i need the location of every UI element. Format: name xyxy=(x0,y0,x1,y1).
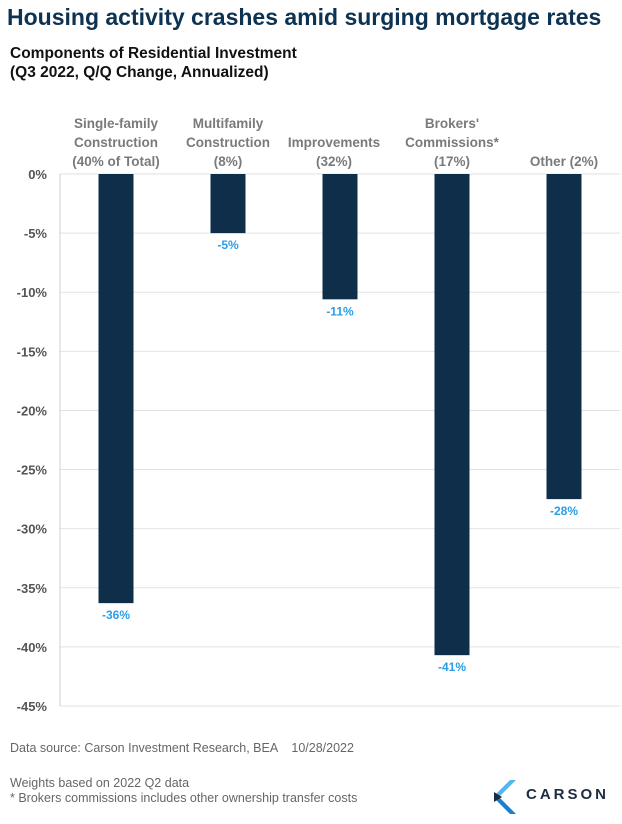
data-label: -41% xyxy=(438,660,466,674)
category-label: Construction xyxy=(186,135,270,150)
category-label: Multifamily xyxy=(193,116,264,131)
category-label: Other (2%) xyxy=(530,154,598,169)
bar-chart: 0% -5% -10% -15% -20% -25% -30% -35% -40% -45% -36… xyxy=(17,116,620,714)
y-tick-label: -10% xyxy=(17,285,48,300)
y-tick-label: -35% xyxy=(17,581,48,596)
y-tick-label: 0% xyxy=(28,167,47,182)
category-label: (40% of Total) xyxy=(72,154,160,169)
data-label: -28% xyxy=(550,504,578,518)
category-label: Construction xyxy=(74,135,158,150)
category-label: (8%) xyxy=(214,154,243,169)
data-label: -36% xyxy=(102,608,130,622)
carson-logo-icon xyxy=(494,780,516,814)
y-tick-label: -45% xyxy=(17,699,48,714)
carson-logo-text: CARSON xyxy=(526,786,610,803)
y-tick-label: -40% xyxy=(17,640,48,655)
y-tick-label: -15% xyxy=(17,344,48,359)
data-label: -11% xyxy=(326,304,354,318)
category-label: Commissions* xyxy=(405,135,500,150)
chart-title: Components of Residential Investment (Q3… xyxy=(10,44,297,82)
bar xyxy=(210,174,246,234)
chart-title-line: Components of Residential Investment xyxy=(10,45,297,62)
chart-subtitle: (Q3 2022, Q/Q Change, Annualized) xyxy=(10,64,269,81)
bar xyxy=(434,174,470,656)
bar xyxy=(98,174,134,604)
brokers-note: * Brokers commissions includes other own… xyxy=(10,791,358,805)
data-source: Data source: Carson Investment Research,… xyxy=(10,741,354,755)
category-label: Improvements xyxy=(288,135,380,150)
data-label: -5% xyxy=(217,238,239,252)
category-label: (32%) xyxy=(316,154,352,169)
page-title: Housing activity crashes amid surging mo… xyxy=(7,4,602,30)
category-label: Single-family xyxy=(74,116,159,131)
y-tick-label: -25% xyxy=(17,463,48,478)
y-tick-label: -20% xyxy=(17,403,48,418)
bar xyxy=(546,174,582,500)
category-label: Brokers' xyxy=(425,116,479,131)
category-label: (17%) xyxy=(434,154,470,169)
y-tick-label: -30% xyxy=(17,522,48,537)
y-tick-label: -5% xyxy=(24,226,48,241)
weights-note: Weights based on 2022 Q2 data xyxy=(10,776,190,790)
bar xyxy=(322,174,358,300)
